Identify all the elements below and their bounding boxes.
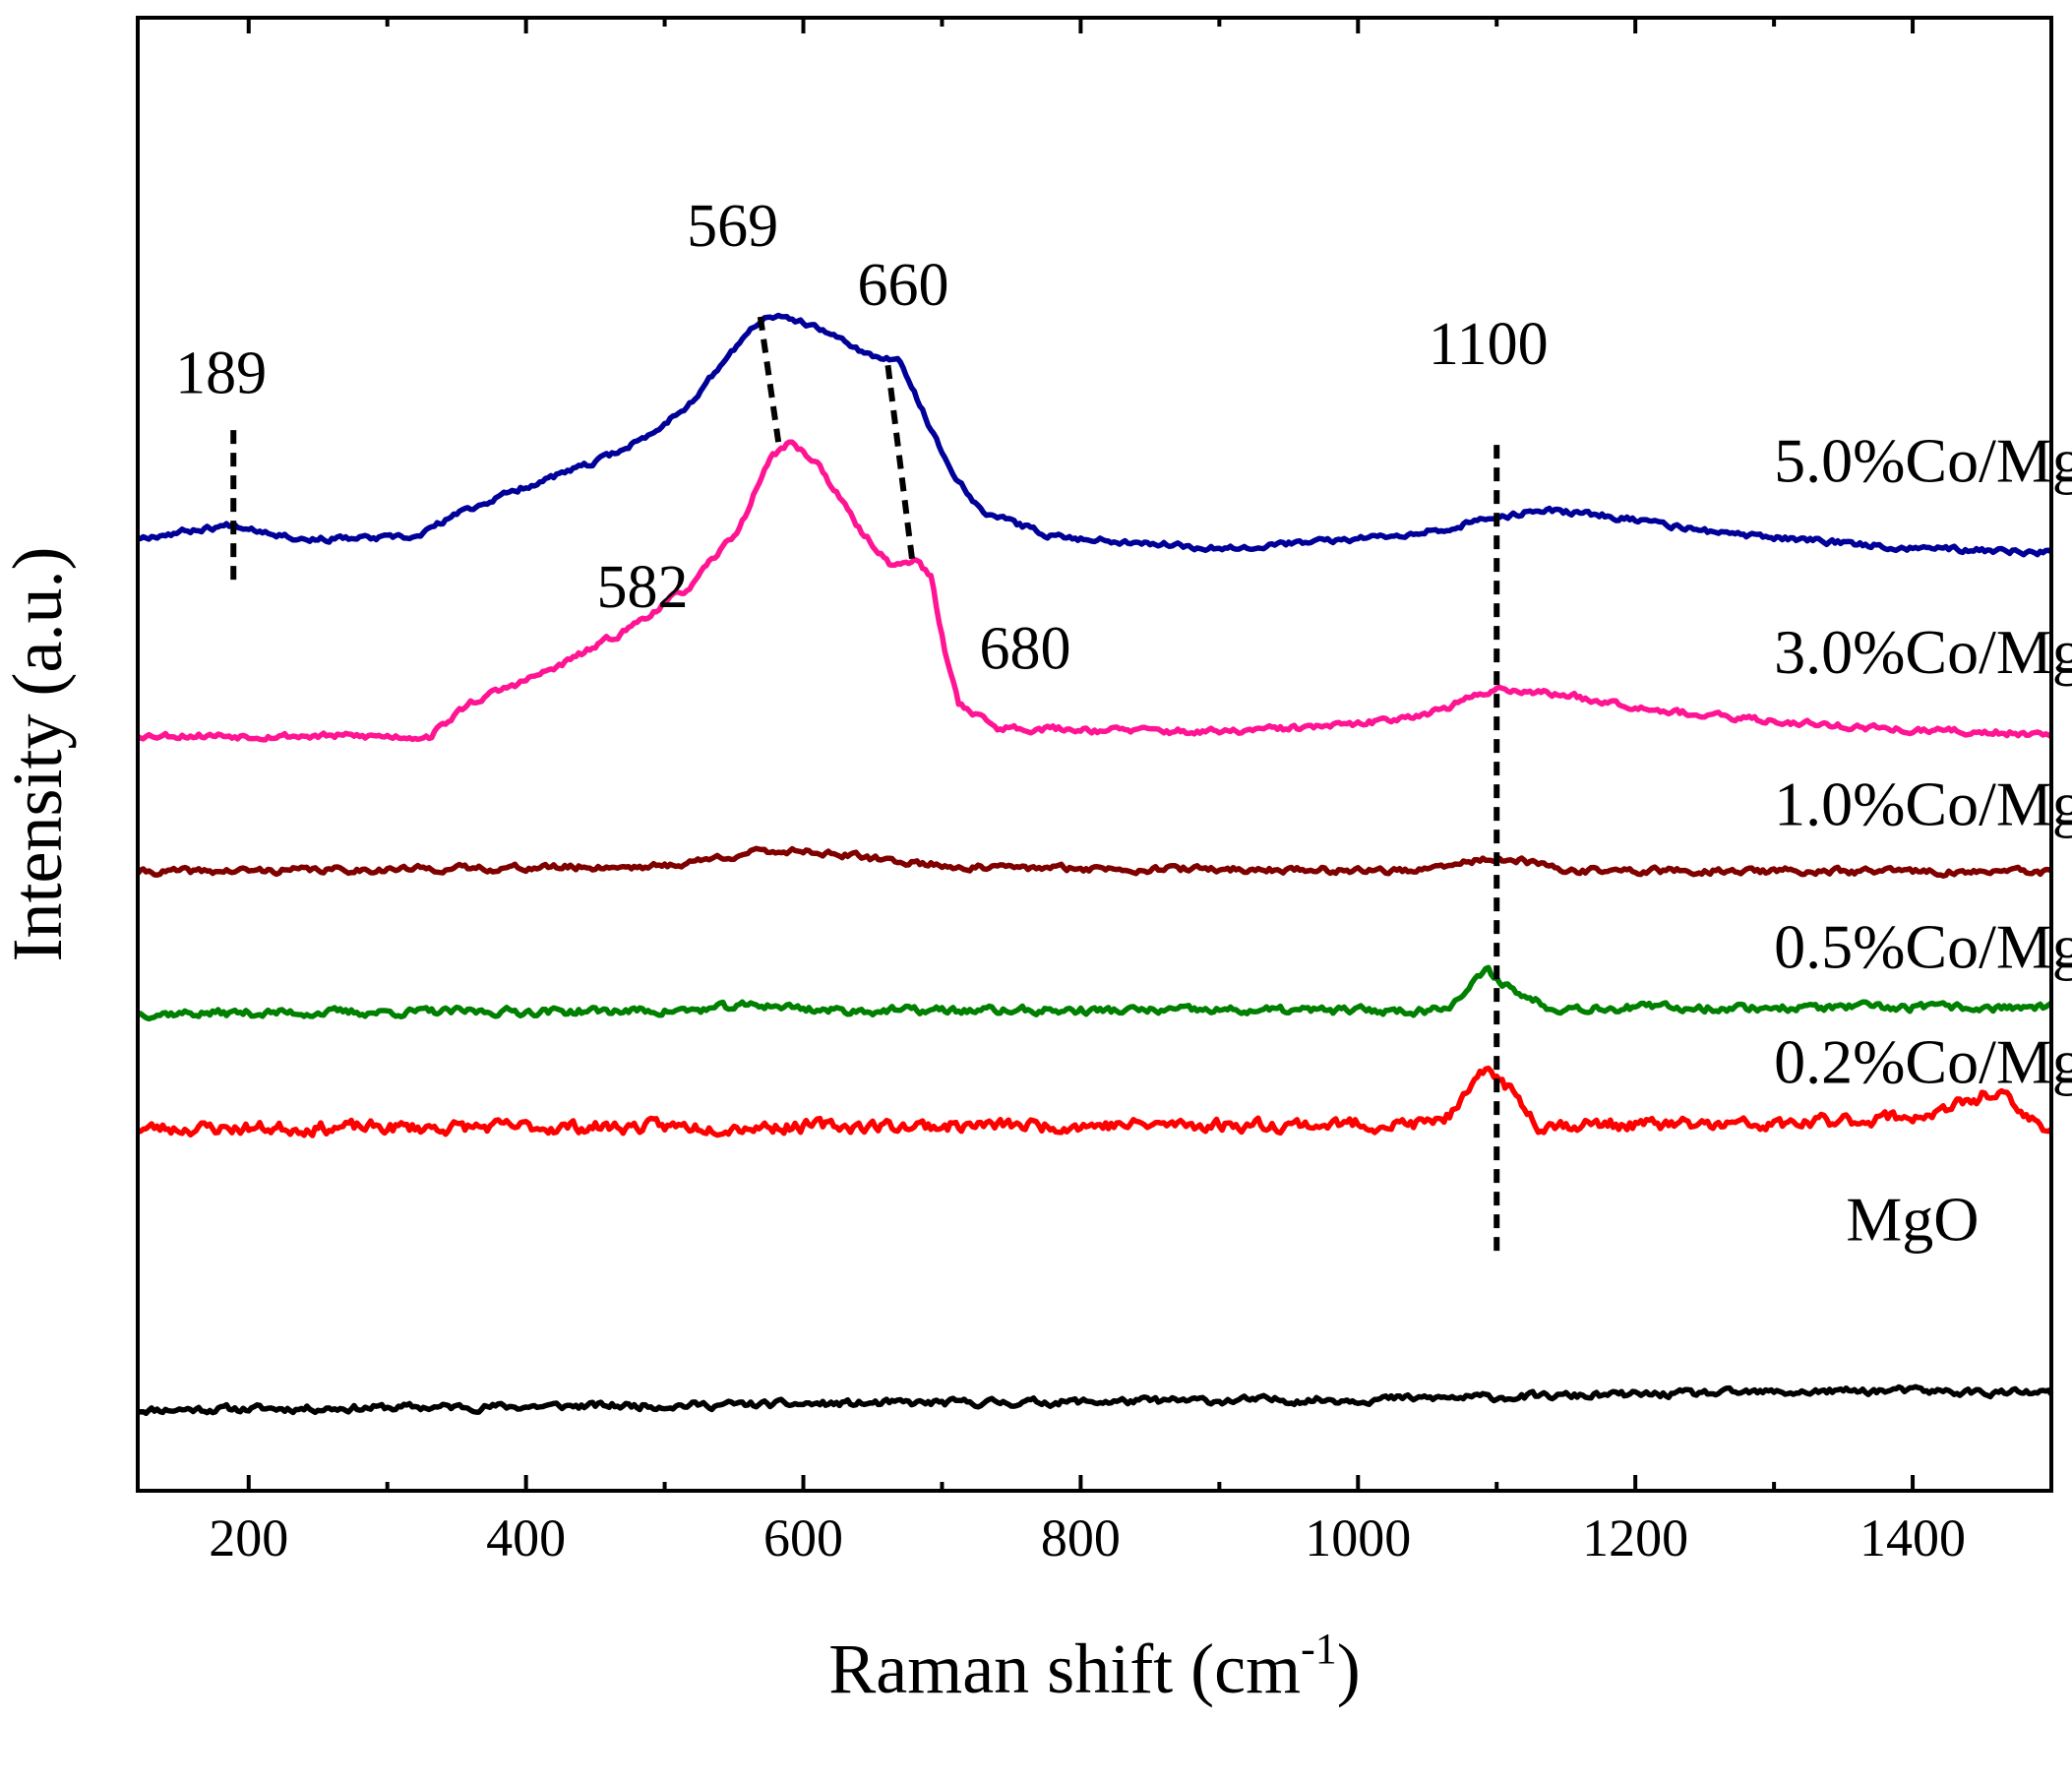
series-line-3-0-co-mgo [136, 439, 2053, 743]
series-layer [135, 312, 2054, 1417]
series-label-0-5-co-mgo: 0.5%Co/MgO [1774, 912, 2072, 982]
x-tick-label: 800 [1041, 1508, 1121, 1568]
peak-label-layer: 189 569 660 582 680 1100 [175, 193, 1549, 683]
series-line-0-2-co-mgo [137, 1065, 2053, 1138]
peak-marker-layer [230, 316, 1500, 1256]
series-label-5-0-co-mgo: 5.0%Co/MgO [1774, 426, 2072, 496]
series-label-3-0-co-mgo: 3.0%Co/MgO [1774, 617, 2072, 687]
axes: 200 400 600 800 1000 1200 1400 Raman shift (cm-… [0, 16, 2053, 1708]
x-tick-label: 600 [763, 1508, 843, 1568]
peak-label-680: 680 [980, 616, 1071, 683]
x-tick-label: 200 [209, 1508, 288, 1568]
peak-label-582: 582 [597, 554, 689, 621]
x-axis-title: Raman shift (cm-1) [828, 1625, 1361, 1708]
y-axis-title: Intensity (a.u.) [0, 547, 77, 962]
series-label-mgo: MgO [1846, 1185, 1979, 1255]
series-line-0-5-co-mgo [136, 964, 2053, 1022]
series-line-5-0-co-mgo [137, 312, 2053, 558]
peak-label-660: 660 [858, 252, 949, 319]
series-label-0-2-co-mgo: 0.2%Co/MgO [1774, 1026, 2072, 1096]
x-tick-label: 1400 [1859, 1508, 1966, 1568]
x-tick-label: 1000 [1305, 1508, 1411, 1568]
peak-label-189: 189 [175, 340, 267, 407]
series-line-mgo [137, 1383, 2054, 1417]
series-label-layer: 5.0%Co/MgO 3.0%Co/MgO 1.0%Co/MgO 0.5%Co/MgO… [1774, 426, 2072, 1255]
peak-569-582-marker [757, 316, 782, 443]
series-label-1-0-co-mgo: 1.0%Co/MgO [1774, 769, 2072, 838]
peak-label-1100: 1100 [1429, 311, 1549, 378]
x-tick-label: 400 [486, 1508, 566, 1568]
x-tick-label: 1200 [1582, 1508, 1688, 1568]
peak-660-680-marker [884, 364, 916, 567]
series-line-1-0-co-mgo [135, 845, 2053, 879]
plot-frame [136, 16, 2053, 1493]
peak-label-569: 569 [687, 193, 778, 260]
